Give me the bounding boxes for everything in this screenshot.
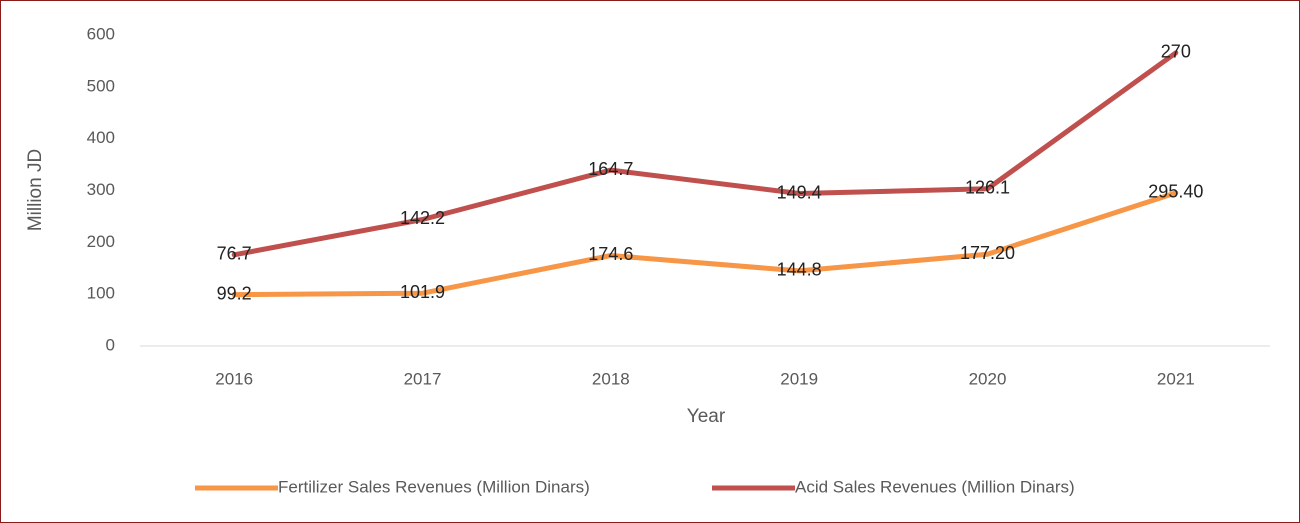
legend-label: Acid Sales Revenues (Million Dinars) bbox=[795, 477, 1075, 496]
y-tick-label: 600 bbox=[87, 24, 115, 43]
data-label: 101.9 bbox=[400, 282, 445, 302]
data-label: 142.2 bbox=[400, 208, 445, 228]
y-tick-label: 0 bbox=[106, 335, 115, 354]
y-axis-title: Million JD bbox=[25, 149, 46, 231]
x-tick-label: 2018 bbox=[592, 369, 630, 388]
data-label: 295.40 bbox=[1148, 182, 1203, 202]
data-label: 76.7 bbox=[217, 244, 252, 264]
x-axis-title: Year bbox=[687, 406, 726, 427]
data-label: 177.20 bbox=[960, 243, 1015, 263]
x-tick-label: 2016 bbox=[215, 369, 253, 388]
x-tick-label: 2017 bbox=[404, 369, 442, 388]
y-tick-label: 300 bbox=[87, 180, 115, 199]
data-label: 164.7 bbox=[588, 159, 633, 179]
y-tick-label: 400 bbox=[87, 128, 115, 147]
data-label: 144.8 bbox=[777, 260, 822, 280]
x-tick-label: 2020 bbox=[969, 369, 1007, 388]
data-label: 270 bbox=[1161, 42, 1191, 62]
y-tick-label: 500 bbox=[87, 76, 115, 95]
data-label: 126.1 bbox=[965, 178, 1010, 198]
data-label: 99.2 bbox=[217, 283, 252, 303]
data-label: 149.4 bbox=[777, 182, 822, 202]
series-line bbox=[231, 190, 1179, 298]
x-tick-label: 2021 bbox=[1157, 369, 1195, 388]
x-tick-label: 2019 bbox=[780, 369, 818, 388]
legend-label: Fertilizer Sales Revenues (Million Dinar… bbox=[278, 477, 590, 496]
y-tick-label: 100 bbox=[87, 284, 115, 303]
series-line bbox=[231, 50, 1179, 258]
data-label: 174.6 bbox=[588, 244, 633, 264]
y-tick-label: 200 bbox=[87, 232, 115, 251]
